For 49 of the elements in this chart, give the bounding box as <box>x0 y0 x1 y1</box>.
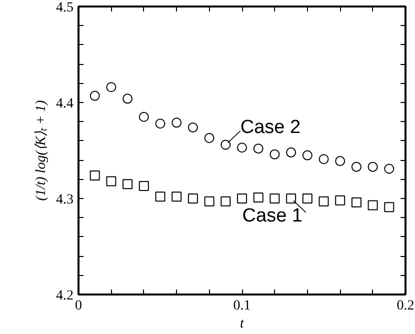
y-tick-label: 4.4 <box>56 96 74 112</box>
x-tick-label: 0.1 <box>233 298 251 314</box>
point <box>106 176 116 186</box>
point <box>318 154 329 164</box>
point <box>335 156 346 166</box>
annotation: Case 1 <box>242 205 302 226</box>
y-tick-label: 4.5 <box>56 0 74 16</box>
point <box>335 195 346 206</box>
point <box>384 164 394 174</box>
x-axis-title: t <box>240 316 246 332</box>
point <box>237 194 247 204</box>
y-tick-label: 4.3 <box>56 192 74 208</box>
point <box>351 197 362 208</box>
x-tick-label: 0.2 <box>396 298 414 314</box>
point <box>138 181 149 192</box>
point <box>220 140 231 150</box>
point <box>204 196 214 206</box>
point <box>138 112 149 122</box>
point <box>204 133 214 144</box>
point <box>188 194 198 204</box>
point <box>286 194 296 204</box>
point <box>368 200 378 210</box>
point <box>172 192 182 202</box>
point <box>237 142 247 153</box>
point <box>270 149 280 160</box>
point <box>270 194 280 204</box>
point <box>90 170 100 180</box>
y-tick-label: 4.2 <box>56 288 74 304</box>
point <box>220 196 231 206</box>
point <box>253 192 264 203</box>
point <box>122 94 133 104</box>
point <box>302 150 312 160</box>
point <box>106 82 116 92</box>
point <box>155 192 166 202</box>
point <box>302 194 312 204</box>
point <box>90 90 100 101</box>
annotation: Case 2 <box>240 116 301 138</box>
point <box>188 122 198 132</box>
y-axis-title: (1/t) log(⟨K⟩ₜ + 1) <box>34 100 49 201</box>
point <box>384 202 394 212</box>
point <box>286 147 296 158</box>
point <box>122 179 133 190</box>
point <box>368 162 378 172</box>
point <box>253 144 264 154</box>
point <box>172 118 182 128</box>
x-tick-label: 0 <box>75 298 82 314</box>
point <box>155 118 166 129</box>
point <box>351 162 362 172</box>
point <box>318 196 329 206</box>
